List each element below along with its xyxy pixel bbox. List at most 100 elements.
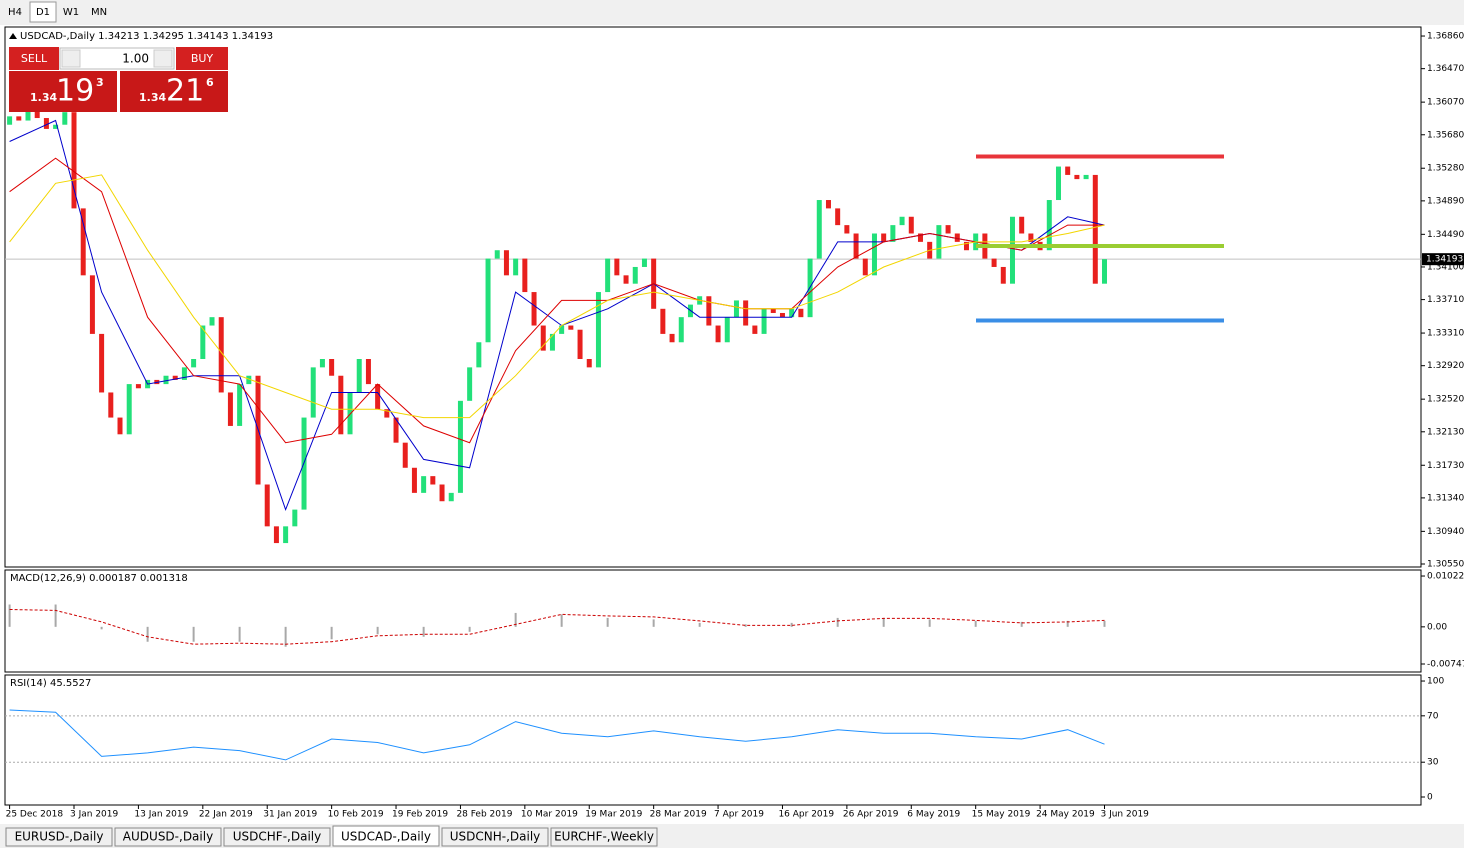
y-tick-label: 1.34490: [1427, 230, 1464, 240]
candle: [1055, 166, 1061, 201]
macd-chart: 0.010229 0.00 -0.007477: [8, 572, 1464, 669]
candle: [890, 225, 896, 242]
timeframe-button[interactable]: [2, 2, 28, 22]
y-tick-label: 1.33710: [1427, 295, 1464, 305]
moving-average: [9, 174, 1105, 419]
candle: [715, 325, 721, 343]
rsi-title: RSI(14) 45.5527: [10, 678, 91, 689]
candle: [476, 342, 482, 368]
y-tick-label: 30: [1427, 758, 1439, 768]
macd-title: MACD(12,26,9) 0.000187 0.001318: [10, 573, 188, 584]
rsi-line: [9, 709, 1105, 761]
tab-label: USDCNH-,Daily: [450, 830, 541, 844]
chart-title: USDCAD-,Daily 1.34213 1.34295 1.34143 1.…: [20, 31, 273, 42]
toolbar: [0, 0, 1464, 25]
candle: [761, 308, 767, 334]
candle: [448, 492, 454, 502]
tab-label: EURUSD-,Daily: [15, 830, 104, 844]
bid-box[interactable]: [9, 71, 117, 112]
candle: [237, 384, 243, 426]
x-tick-label: 31 Jan 2019: [263, 810, 317, 820]
candle: [595, 292, 601, 368]
y-tick-label: 1.36070: [1427, 98, 1464, 108]
ask-box[interactable]: [120, 71, 228, 112]
candle: [310, 367, 316, 418]
timeframe-button[interactable]: [86, 2, 112, 22]
candle: [108, 392, 114, 418]
candle: [319, 358, 325, 368]
y-tick-label: 100: [1427, 677, 1444, 687]
tabs: EURUSD-,Daily AUDUSD-,Daily USDCHF-,Daily U…: [5, 825, 658, 847]
ask-main: 21: [166, 74, 204, 109]
chart-tab[interactable]: [441, 827, 549, 847]
candle: [384, 409, 390, 418]
timeframe-button[interactable]: [29, 1, 57, 23]
candle: [816, 200, 822, 259]
x-tick-label: 15 May 2019: [972, 810, 1031, 820]
candle: [439, 484, 445, 502]
collapse-icon[interactable]: [9, 33, 17, 39]
candle: [1000, 266, 1006, 284]
y-tick-label: 1.32130: [1427, 427, 1464, 437]
x-tick-label: 7 Apr 2019: [714, 810, 764, 820]
candle: [375, 384, 381, 410]
chart-tab[interactable]: [5, 827, 113, 847]
chart-tab[interactable]: [114, 827, 222, 847]
chart-tab[interactable]: [223, 827, 331, 847]
x-tick-label: 10 Mar 2019: [521, 810, 578, 820]
candle: [669, 333, 675, 343]
candle: [7, 116, 13, 125]
chart-tab[interactable]: [332, 825, 440, 847]
candle: [329, 358, 335, 376]
candle: [936, 225, 942, 259]
candle: [733, 300, 739, 318]
volume-input[interactable]: [59, 47, 175, 70]
candle: [798, 308, 804, 318]
candle: [871, 233, 877, 276]
candle: [347, 392, 353, 435]
candle: [1065, 166, 1071, 175]
candle: [393, 417, 399, 443]
candle: [844, 225, 850, 234]
volume-up[interactable]: [153, 49, 173, 68]
bid-main: 19: [56, 74, 94, 109]
y-tick-label: -0.007477: [1427, 659, 1464, 669]
y-tick-label: 1.31340: [1427, 493, 1464, 503]
candle: [991, 258, 997, 267]
timeframe-button[interactable]: [58, 2, 84, 22]
sell-button[interactable]: [9, 47, 59, 70]
x-tick-label: 28 Mar 2019: [650, 810, 707, 820]
buy-label: BUY: [191, 52, 214, 65]
candle: [1074, 174, 1080, 180]
candle: [1092, 174, 1098, 284]
candle: [80, 208, 86, 276]
y-tick-label: 1.32520: [1427, 395, 1464, 405]
y-tick-label: 0.010229: [1427, 572, 1464, 582]
candle: [99, 333, 105, 393]
candle: [614, 258, 620, 276]
chart-tab[interactable]: [550, 827, 658, 847]
candle: [485, 258, 491, 343]
candle: [365, 358, 371, 385]
candle: [117, 417, 123, 435]
candle: [1083, 174, 1089, 180]
x-tick-label: 16 Apr 2019: [778, 810, 834, 820]
candle: [540, 325, 546, 351]
timeframe-label: H4: [8, 7, 22, 18]
candle: [356, 358, 362, 393]
bid-point: 3: [96, 76, 104, 89]
y-tick-label: 1.33310: [1427, 329, 1464, 339]
candle: [743, 300, 749, 326]
macd-signal: [9, 609, 1105, 645]
candle: [457, 400, 463, 493]
x-tick-label: 28 Feb 2019: [456, 810, 512, 820]
price-chart: 1.36860 1.36470 1.36070 1.35680 1.35280 1.348…: [5, 32, 1464, 820]
candle: [752, 325, 758, 334]
buy-button[interactable]: [176, 47, 228, 70]
candle: [908, 216, 914, 234]
volume-down[interactable]: [61, 49, 81, 68]
candle: [126, 384, 132, 435]
candle: [706, 296, 712, 326]
x-tick-label: 19 Feb 2019: [392, 810, 448, 820]
